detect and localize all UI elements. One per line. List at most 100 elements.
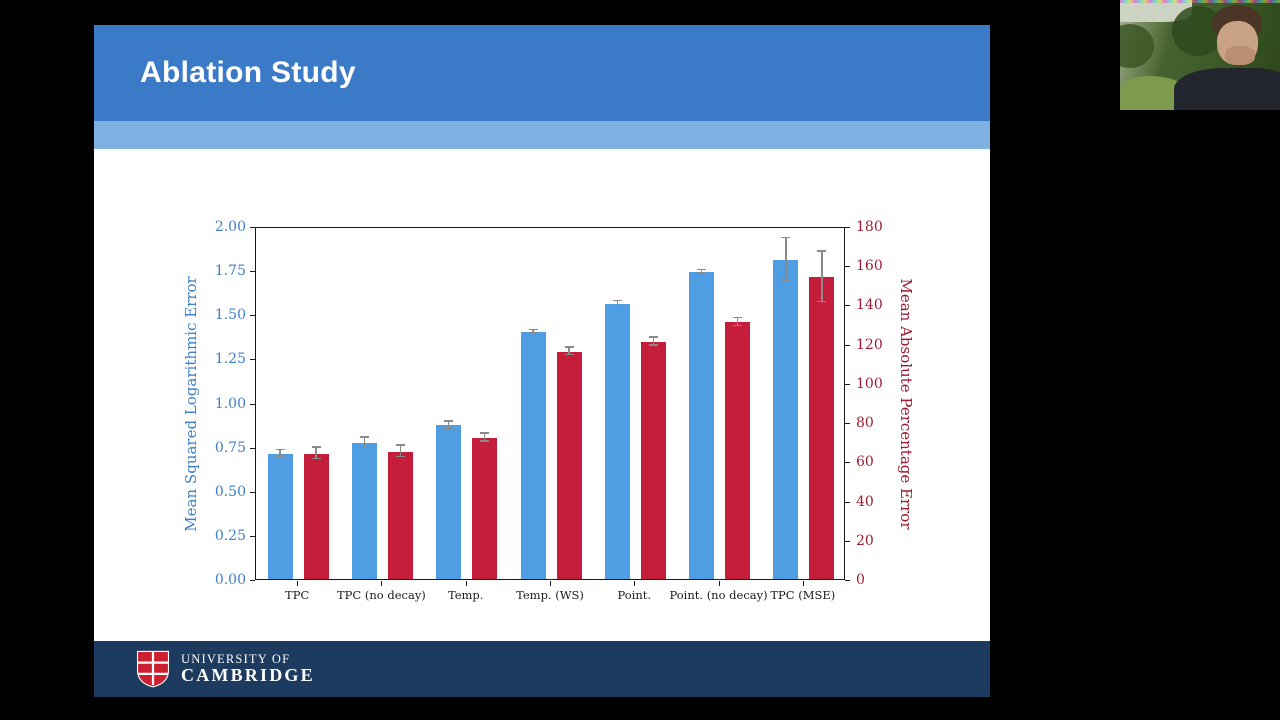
error-bar-cap xyxy=(359,436,369,438)
error-bar-cap xyxy=(648,336,658,338)
right-tick-label: 20 xyxy=(856,532,874,549)
y-tick-mark xyxy=(845,580,850,581)
y-tick-mark xyxy=(250,271,255,273)
mape-bar xyxy=(303,453,329,579)
error-bar xyxy=(736,318,739,327)
error-bar-cap xyxy=(564,353,574,356)
error-bar-cap xyxy=(733,324,743,327)
x-tick-mark xyxy=(802,581,804,586)
error-bar-cap xyxy=(697,272,707,274)
error-bar-cap xyxy=(311,457,321,460)
x-tick-mark xyxy=(297,581,299,586)
mape-bar xyxy=(725,322,751,579)
x-tick-label: Temp. xyxy=(447,588,484,602)
left-tick-label: 2.00 xyxy=(214,219,246,235)
msle-bar xyxy=(267,453,293,579)
right-tick-label: 160 xyxy=(856,258,883,275)
error-bar xyxy=(616,301,619,307)
y-tick-mark xyxy=(250,491,255,493)
y-tick-mark xyxy=(845,501,850,503)
x-tick-label: Point. xyxy=(617,588,652,602)
right-tick-label: 80 xyxy=(856,415,874,432)
right-tick-label: 60 xyxy=(856,454,874,471)
error-bar xyxy=(279,450,281,458)
error-bar xyxy=(700,270,703,274)
error-bar-cap xyxy=(528,328,538,331)
error-bar xyxy=(447,421,450,429)
y-tick-mark xyxy=(845,423,850,425)
y-tick-mark xyxy=(250,359,255,361)
left-tick-label: 0.75 xyxy=(214,439,246,456)
mape-bar xyxy=(809,277,835,579)
x-tick-mark xyxy=(550,581,551,586)
error-bar xyxy=(568,347,570,356)
university-wordmark: UNIVERSITY OF CAMBRIDGE xyxy=(181,651,315,686)
slide-header: Ablation Study xyxy=(94,25,990,121)
left-tick-label: 1.25 xyxy=(214,351,246,368)
university-line1: UNIVERSITY OF xyxy=(181,651,291,666)
x-tick-mark xyxy=(381,581,383,586)
y-tick-mark xyxy=(250,535,255,537)
error-bar xyxy=(483,433,486,442)
right-tick-label: 140 xyxy=(856,297,883,314)
error-bar-cap xyxy=(480,432,490,434)
error-bar-cap xyxy=(359,446,369,449)
y-tick-mark xyxy=(250,447,255,449)
error-bar-cap xyxy=(275,448,285,451)
error-bar-cap xyxy=(817,300,827,303)
msle-bar xyxy=(604,303,630,579)
slide-accent-bar xyxy=(94,121,990,149)
error-bar-cap xyxy=(528,332,538,334)
right-tick-label: 180 xyxy=(856,219,883,235)
x-tick-mark xyxy=(465,581,467,586)
left-tick-label: 1.50 xyxy=(214,307,246,324)
y-tick-mark xyxy=(845,383,850,385)
error-bar xyxy=(363,437,366,449)
error-bar-cap xyxy=(781,279,791,281)
right-tick-label: 120 xyxy=(856,336,883,353)
presentation-slide: Ablation Study Mean Squared Logarithmic … xyxy=(94,25,990,697)
university-line2: CAMBRIDGE xyxy=(181,665,315,686)
y-tick-mark xyxy=(250,227,255,228)
y-tick-mark xyxy=(845,462,850,464)
error-bar-cap xyxy=(781,236,791,239)
error-bar-cap xyxy=(480,440,490,442)
y-tick-mark xyxy=(250,315,255,317)
error-bar-cap xyxy=(817,250,827,252)
webcam-sky xyxy=(1120,0,1192,22)
slide-body: Mean Squared Logarithmic Error Mean Abso… xyxy=(94,149,990,641)
y-tick-mark xyxy=(845,266,850,268)
right-tick-label: 0 xyxy=(856,572,865,588)
msle-bar xyxy=(773,259,799,579)
webcam-video[interactable] xyxy=(1120,0,1280,110)
left-tick-label: 0.00 xyxy=(214,572,246,588)
error-bar-cap xyxy=(697,268,707,271)
msle-bar xyxy=(351,443,377,579)
right-tick-label: 100 xyxy=(856,375,883,392)
x-tick-mark xyxy=(634,581,636,586)
y-tick-mark xyxy=(250,403,255,405)
left-tick-label: 0.50 xyxy=(214,483,246,500)
error-bar-cap xyxy=(395,444,405,446)
msle-bar xyxy=(436,425,462,579)
error-bar xyxy=(821,251,823,303)
mape-bar xyxy=(387,451,413,579)
right-tick-label: 40 xyxy=(856,493,874,510)
error-bar-cap xyxy=(444,427,454,429)
mape-bar xyxy=(640,341,666,579)
presenter-torso xyxy=(1174,68,1280,110)
mape-bar xyxy=(472,437,498,579)
error-bar xyxy=(399,445,402,458)
error-bar-cap xyxy=(564,346,574,348)
left-axis-label: Mean Squared Logarithmic Error xyxy=(182,276,200,532)
x-tick-label: TPC xyxy=(285,588,310,602)
error-bar-cap xyxy=(395,455,405,458)
error-bar-cap xyxy=(311,446,321,448)
x-tick-label: Temp. (WS) xyxy=(516,588,584,602)
error-bar-cap xyxy=(612,304,622,307)
plot-area xyxy=(255,227,845,580)
presenter-hand xyxy=(1225,46,1255,65)
error-bar-cap xyxy=(733,316,743,319)
x-tick-mark xyxy=(718,581,720,586)
